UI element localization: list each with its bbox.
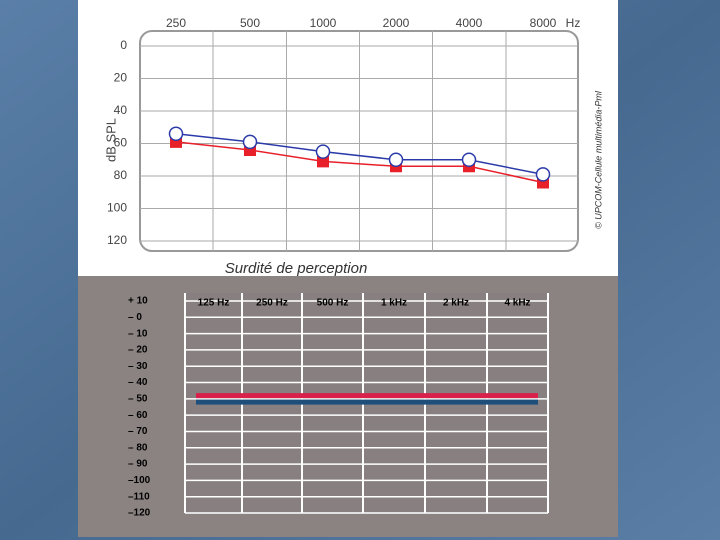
x-tick-label: 250 Hz — [256, 298, 288, 309]
point — [461, 152, 477, 167]
point — [317, 155, 329, 168]
credit: © UPCOM-Cellule multimédia-Pml — [593, 90, 603, 229]
x-tick-label: 2000 — [383, 16, 410, 30]
x-tick-label: 1000 — [310, 16, 337, 30]
y-tick-label: – 80 — [128, 442, 148, 453]
y-tick-label: 60 — [114, 136, 128, 150]
x-tick-label: 500 Hz — [317, 298, 349, 309]
y-tick-label: 80 — [114, 168, 128, 182]
y-tick-label: 120 — [107, 233, 127, 247]
y-tick-label: + 10 — [128, 296, 148, 307]
y-tick-label: – 20 — [128, 345, 148, 356]
chart-title: Surdité de perception — [225, 260, 368, 277]
y-tick-label: 100 — [107, 201, 127, 215]
x-tick-label: 4000 — [456, 16, 483, 30]
x-unit: Hz — [566, 16, 581, 30]
y-axis-label: dB SPL — [103, 118, 118, 162]
y-tick-label: – 50 — [128, 393, 148, 404]
y-tick-label: –100 — [128, 475, 151, 486]
y-tick-label: – 10 — [128, 328, 148, 339]
y-tick-label: – 0 — [128, 312, 142, 323]
y-tick-label: –120 — [128, 508, 151, 519]
y-tick-label: – 40 — [128, 377, 148, 388]
point — [242, 134, 258, 150]
x-tick-label: 125 Hz — [198, 298, 230, 309]
series-line — [175, 133, 544, 176]
x-tick-label: 250 — [166, 16, 186, 30]
x-tick-label: 2 kHz — [443, 298, 469, 309]
y-tick-label: –110 — [128, 491, 150, 502]
y-tick-label: – 90 — [128, 459, 148, 470]
y-tick-label: 0 — [120, 38, 127, 52]
point — [535, 167, 551, 182]
x-tick-label: 500 — [240, 16, 260, 30]
series-line — [175, 141, 544, 184]
y-tick-label: – 70 — [128, 426, 148, 437]
y-tick-label: 20 — [114, 71, 128, 85]
point — [315, 144, 331, 159]
x-tick-label: 4 kHz — [504, 298, 530, 309]
x-tick-label: 8000 — [530, 16, 557, 30]
y-tick-label: 40 — [114, 103, 128, 117]
point — [168, 126, 184, 141]
y-tick-label: – 60 — [128, 410, 148, 421]
point — [388, 152, 404, 167]
x-tick-label: 1 kHz — [381, 298, 407, 309]
y-tick-label: – 30 — [128, 361, 148, 372]
